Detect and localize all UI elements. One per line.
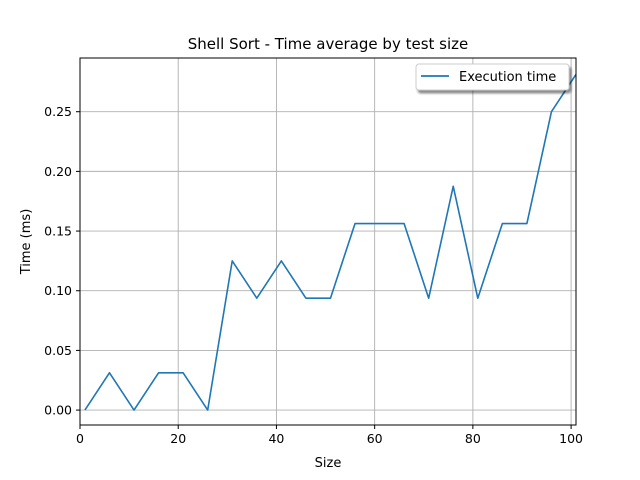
y-tick-label: 0.15	[44, 224, 72, 239]
x-tick-label: 0	[76, 431, 84, 446]
y-tick-label: 0.00	[44, 403, 72, 418]
chart-title: Shell Sort - Time average by test size	[188, 35, 469, 53]
legend: Execution time	[415, 63, 570, 91]
axis-ticks: 0 20 40 60 80 100 0.00 0.05 0.10 0.15 0.20 0.25	[44, 104, 583, 446]
y-tick-label: 0.05	[44, 343, 72, 358]
legend-label-execution-time: Execution time	[459, 70, 556, 85]
plot-frame	[79, 57, 577, 426]
x-tick-label: 100	[559, 431, 583, 446]
y-tick-label: 0.25	[44, 104, 72, 119]
x-axis-label: Size	[315, 456, 342, 471]
y-axis-label: Time (ms)	[19, 209, 34, 276]
x-tick-label: 20	[170, 431, 186, 446]
series-line-execution-time	[84, 73, 576, 411]
y-tick-label: 0.10	[44, 283, 72, 298]
grid	[79, 58, 576, 425]
x-tick-label: 80	[465, 431, 481, 446]
y-tick-label: 0.20	[44, 164, 72, 179]
legend-box	[415, 63, 570, 91]
x-tick-label: 60	[367, 431, 383, 446]
x-tick-label: 40	[268, 431, 284, 446]
series-layer	[84, 73, 576, 411]
